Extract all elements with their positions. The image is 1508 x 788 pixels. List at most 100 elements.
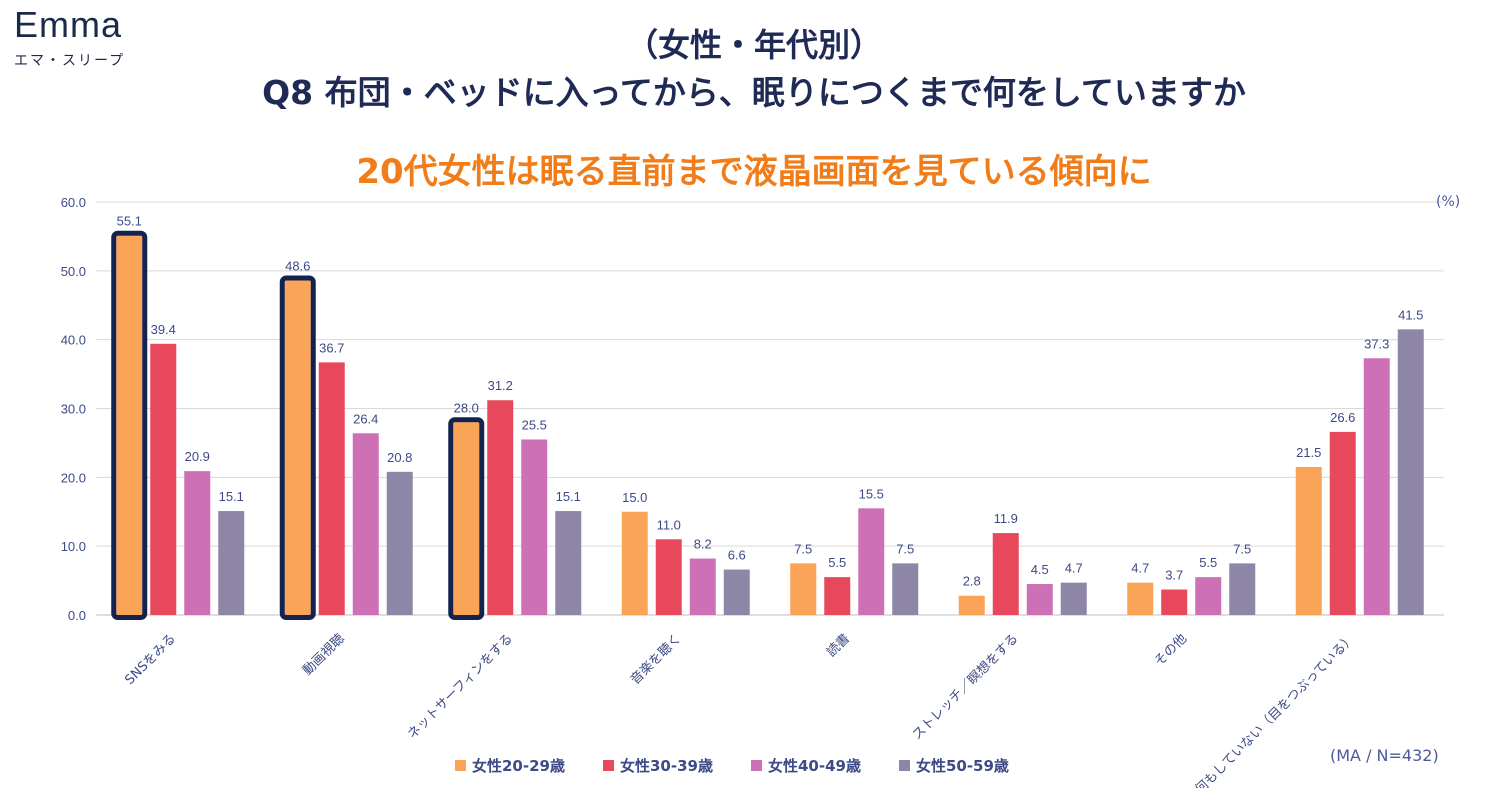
sample-note: (MA / N=432)	[1330, 746, 1439, 765]
x-tick-label: SNSをみる	[122, 631, 179, 688]
legend-label: 女性40-49歳	[767, 757, 861, 775]
bar	[858, 508, 885, 615]
data-label: 15.1	[556, 489, 581, 504]
bar	[723, 569, 750, 615]
bar	[1026, 584, 1053, 615]
legend-item: 女性40-49歳	[750, 755, 861, 776]
bar	[150, 343, 177, 615]
bar	[1397, 329, 1424, 615]
y-tick-label: 60.0	[61, 195, 86, 210]
data-label: 5.5	[828, 555, 846, 570]
data-label: 48.6	[285, 258, 310, 273]
unit-label: (%)	[1436, 194, 1461, 210]
logo-kana: エマ・スリープ	[14, 53, 126, 69]
data-label: 7.5	[794, 541, 812, 556]
bar	[689, 558, 716, 615]
x-tick-label: ストレッチ／瞑想をする	[909, 631, 1021, 743]
subtitle: 20代女性は眠る直前まで液晶画面を見ている傾向に	[356, 152, 1152, 192]
x-tick-label: 動画視聴	[300, 631, 347, 678]
x-tick-label: 読書	[823, 631, 853, 661]
data-label: 7.5	[1233, 541, 1251, 556]
data-label: 41.5	[1398, 307, 1423, 322]
bar	[621, 511, 648, 615]
legend-label: 女性30-39歳	[619, 757, 713, 775]
legend-label: 女性50-59歳	[915, 757, 1009, 775]
data-label: 11.9	[994, 511, 1018, 526]
data-label: 7.5	[896, 541, 914, 556]
data-label: 36.7	[319, 340, 344, 355]
title-line-1: （女性・年代別）	[625, 26, 882, 64]
data-label: 4.5	[1031, 562, 1049, 577]
bar	[1127, 582, 1154, 615]
bar	[1161, 589, 1188, 615]
data-label: 26.4	[353, 411, 378, 426]
data-label: 15.5	[859, 486, 884, 501]
emma-logo: Emma エマ・スリープ	[14, 6, 125, 70]
legend-swatch	[602, 760, 614, 771]
data-label: 2.8	[963, 574, 981, 589]
highlight-frame	[448, 417, 485, 620]
data-label: 31.2	[488, 378, 513, 393]
bar	[116, 235, 143, 615]
data-label: 20.8	[387, 450, 412, 465]
legend-swatch	[455, 760, 466, 771]
data-label: 3.7	[1165, 568, 1183, 583]
data-label: 4.7	[1065, 561, 1083, 576]
bar	[958, 595, 985, 615]
y-tick-label: 20.0	[61, 470, 86, 485]
y-tick-label: 10.0	[61, 539, 86, 554]
legend-item: 女性30-39歳	[602, 755, 713, 776]
x-tick-label: ネットサーフィンをする	[405, 631, 516, 742]
title-line-2: Q8 布団・ベッドに入ってから、眠りにつくまで何をしていますか	[262, 73, 1246, 112]
bar	[1060, 582, 1087, 615]
y-tick-label: 40.0	[61, 333, 86, 348]
highlight-frame	[111, 230, 148, 620]
y-tick-label: 50.0	[61, 264, 86, 279]
data-label: 15.1	[219, 489, 244, 504]
bar	[655, 539, 682, 615]
data-label: 8.2	[694, 537, 712, 552]
x-tick-label: 音楽を聴く	[627, 631, 684, 688]
data-label: 28.0	[454, 400, 479, 415]
x-tick-label: その他	[1152, 631, 1190, 669]
bar	[386, 471, 413, 615]
bar	[992, 533, 1019, 615]
data-label: 6.6	[728, 548, 746, 563]
data-label: 5.5	[1199, 555, 1217, 570]
highlight-frame	[279, 275, 316, 620]
bar	[318, 362, 345, 615]
bar	[453, 422, 480, 615]
legend: 女性20-29歳 女性30-39歳 女性40-49歳 女性50-59歳	[455, 755, 1009, 776]
bar	[555, 511, 582, 615]
bar	[892, 563, 919, 615]
bar	[790, 563, 817, 615]
data-label: 55.1	[117, 214, 142, 229]
bar	[521, 439, 548, 615]
legend-label: 女性20-29歳	[472, 757, 565, 775]
data-label: 4.7	[1131, 561, 1149, 576]
bar	[1229, 563, 1256, 615]
data-label: 39.4	[151, 322, 176, 337]
bar	[284, 280, 311, 615]
bar	[1295, 467, 1322, 615]
bar	[1195, 577, 1222, 615]
bar	[824, 577, 851, 615]
data-label: 15.0	[622, 490, 647, 505]
legend-swatch	[750, 760, 762, 771]
data-label: 26.6	[1330, 410, 1355, 425]
legend-item: 女性20-29歳	[455, 755, 565, 776]
legend-item: 女性50-59歳	[898, 755, 1009, 776]
data-label: 37.3	[1364, 336, 1389, 351]
bar	[218, 511, 245, 615]
bar	[184, 471, 211, 615]
y-tick-label: 30.0	[61, 402, 86, 417]
data-label: 25.5	[522, 417, 547, 432]
bar	[1363, 358, 1390, 615]
y-tick-label: 0.0	[68, 608, 86, 623]
data-label: 11.0	[657, 517, 681, 532]
data-label: 21.5	[1296, 445, 1321, 460]
logo-wordmark: Emma	[14, 4, 123, 45]
bar	[1329, 431, 1356, 615]
bar	[352, 433, 379, 615]
